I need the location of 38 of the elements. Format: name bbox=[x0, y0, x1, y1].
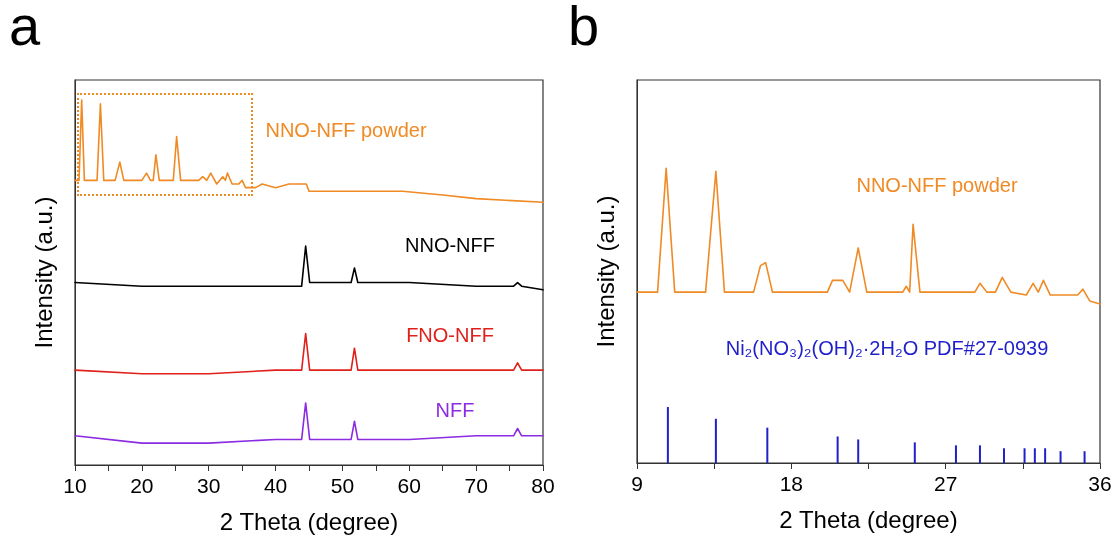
bar bbox=[1059, 451, 1062, 463]
bar bbox=[1083, 451, 1086, 463]
bar bbox=[836, 436, 839, 463]
x-axis-title: 2 Theta (degree) bbox=[779, 505, 958, 533]
x-tick-label: 9 bbox=[631, 472, 643, 495]
x-tick-label: 70 bbox=[464, 474, 488, 497]
x-tick-label: 80 bbox=[531, 474, 555, 497]
bar bbox=[913, 442, 916, 463]
text: NNO-NFF powder bbox=[265, 119, 427, 141]
x-tick-label: 20 bbox=[130, 474, 154, 497]
bar bbox=[857, 439, 860, 463]
x-tick-label: 27 bbox=[933, 472, 958, 495]
y-axis-title: Intensity (a.u.) bbox=[591, 195, 619, 348]
x-tick-label: 10 bbox=[63, 474, 87, 497]
bar bbox=[954, 445, 957, 463]
x-tick-label: 36 bbox=[1088, 472, 1112, 495]
chart-title: b bbox=[568, 0, 600, 57]
x-tick-label: 18 bbox=[779, 472, 804, 495]
bar bbox=[666, 407, 669, 463]
bar bbox=[1023, 448, 1026, 463]
text: NNO-NFF powder bbox=[856, 174, 1018, 196]
bar bbox=[978, 445, 981, 463]
x-tick-label: 30 bbox=[197, 474, 221, 497]
x-tick-label: 60 bbox=[397, 474, 421, 497]
x-tick-label: 40 bbox=[263, 474, 288, 497]
chart-title: a bbox=[9, 0, 41, 57]
x-axis-title: 2 Theta (degree) bbox=[219, 507, 399, 535]
series-label: FNO-NFF bbox=[406, 324, 494, 346]
series-label: NNO-NFF bbox=[405, 234, 495, 256]
bar bbox=[766, 427, 769, 463]
bar bbox=[1002, 448, 1005, 463]
bar bbox=[1044, 448, 1047, 463]
x-tick-label: 50 bbox=[330, 474, 355, 497]
text: Ni₂(NO₃)₂(OH)₂·2H₂O PDF#27-0939 bbox=[725, 337, 1049, 359]
y-axis-title: Intensity (a.u.) bbox=[29, 196, 57, 349]
bar bbox=[714, 418, 717, 463]
bar bbox=[1033, 448, 1036, 463]
series-label: NFF bbox=[435, 399, 475, 421]
